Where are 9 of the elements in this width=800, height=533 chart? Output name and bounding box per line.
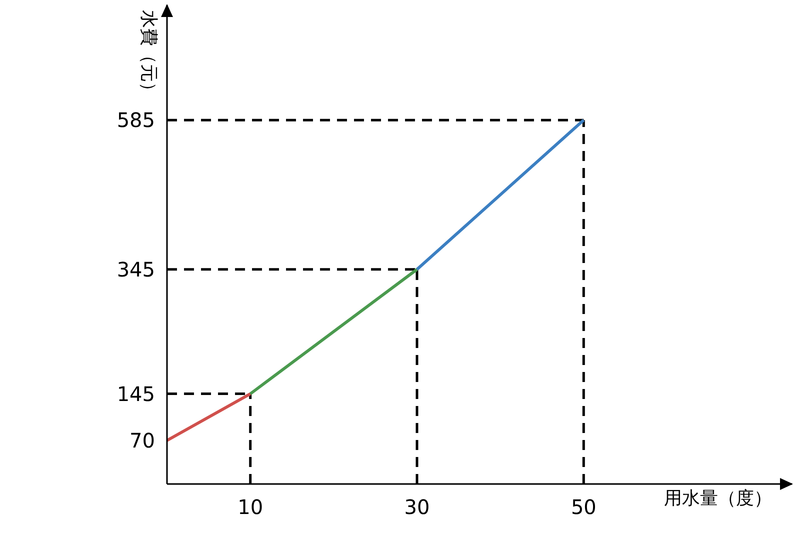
y-tick-label: 345: [116, 257, 155, 282]
x-axis-title: 用水量（度）: [664, 487, 772, 510]
y-axis-title: 水費（元）: [138, 10, 159, 100]
x-tick-label: 30: [404, 495, 430, 520]
x-tick-label: 10: [238, 495, 264, 520]
x-tick-label: 50: [570, 495, 596, 520]
y-tick-label: 70: [130, 428, 155, 453]
y-tick-label: 145: [116, 382, 155, 406]
y-tick-label: 585: [116, 108, 155, 132]
